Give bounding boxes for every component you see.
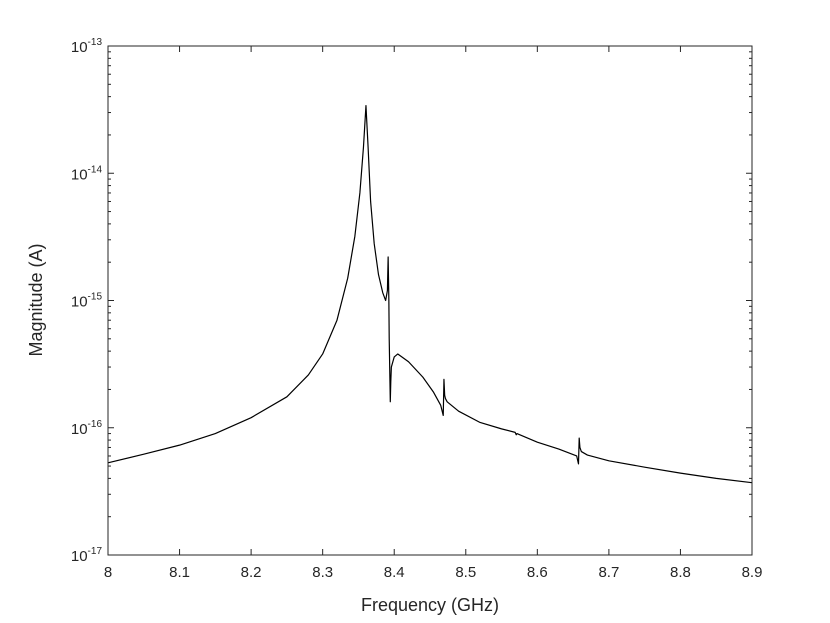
plot-area xyxy=(108,46,752,555)
y-tick-label: 10-17 xyxy=(71,546,103,565)
x-tick-label: 8 xyxy=(104,564,112,581)
y-tick-label: 10-15 xyxy=(71,292,103,311)
x-tick-label: 8.2 xyxy=(241,564,262,581)
x-tick-label: 8.3 xyxy=(312,564,333,581)
x-tick-label: 8.9 xyxy=(742,564,763,581)
x-tick-label: 8.1 xyxy=(169,564,190,581)
x-tick-label: 8.6 xyxy=(527,564,548,581)
x-axis-label: Frequency (GHz) xyxy=(361,595,499,615)
x-tick-label: 8.7 xyxy=(598,564,619,581)
x-tick-label: 8.4 xyxy=(384,564,405,581)
y-tick-label: 10-14 xyxy=(71,164,103,183)
x-tick-labels: 8 8.1 8.2 8.3 8.4 8.5 8.6 8.7 8.8 8.9 xyxy=(104,564,763,581)
y-tick-label: 10-13 xyxy=(71,37,103,56)
y-tick-label: 10-16 xyxy=(71,419,103,438)
y-tick-labels: 10-17 10-16 10-15 10-14 10-13 xyxy=(71,37,103,565)
y-axis-label: Magnitude (A) xyxy=(26,243,46,356)
x-tick-label: 8.8 xyxy=(670,564,691,581)
series-line xyxy=(107,105,753,484)
plot-frame xyxy=(107,45,753,556)
x-tick-label: 8.5 xyxy=(455,564,476,581)
